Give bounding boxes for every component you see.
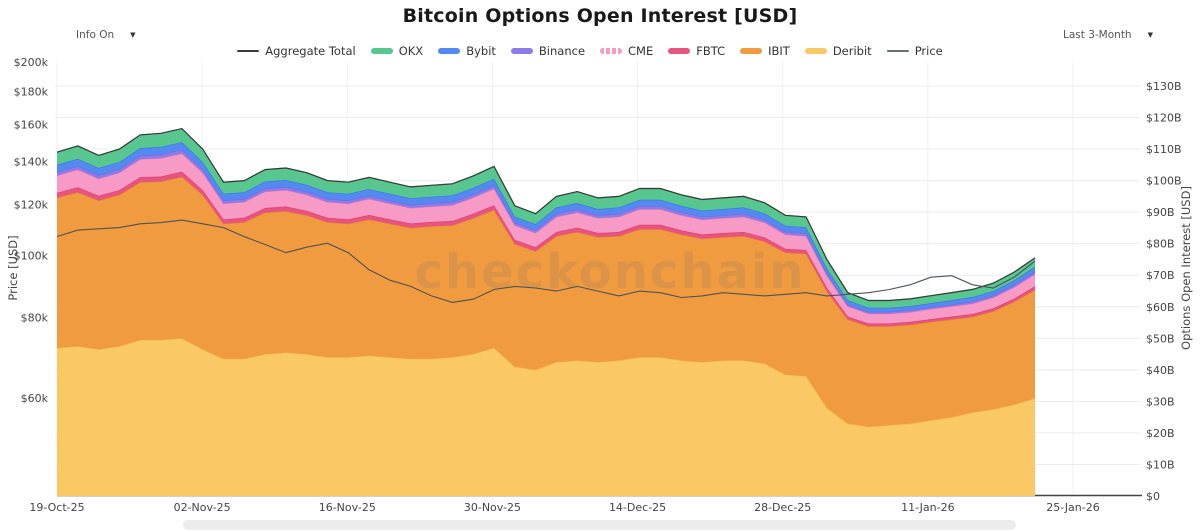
legend-item-okx[interactable]: OKX bbox=[370, 44, 424, 58]
right-axis-tick: $50B bbox=[1146, 332, 1175, 345]
legend-item-label: Bybit bbox=[466, 44, 496, 58]
legend-swatch-icon bbox=[370, 48, 393, 54]
left-axis-tick: $140k bbox=[14, 156, 49, 169]
timeframe-dropdown-label: Last 3-Month bbox=[1063, 29, 1132, 41]
left-axis-tick: $60k bbox=[21, 392, 49, 405]
area-cme bbox=[57, 153, 1035, 324]
left-axis-tick: $80k bbox=[21, 312, 49, 325]
left-axis-tick: $120k bbox=[14, 199, 49, 212]
legend-item-deribit[interactable]: Deribit bbox=[804, 44, 872, 58]
chart-legend: Aggregate Total OKX Bybit Binance CME FBTC IBI… bbox=[40, 44, 1140, 58]
area-fbtc bbox=[57, 171, 1035, 327]
legend-item-bybit[interactable]: Bybit bbox=[438, 44, 496, 58]
right-axis-tick: $100B bbox=[1146, 175, 1182, 188]
right-axis-tick: $0 bbox=[1146, 490, 1160, 503]
legend-swatch-icon bbox=[438, 48, 461, 54]
info-dropdown[interactable]: Info On ▼ bbox=[76, 29, 136, 41]
left-axis-tick: $160k bbox=[14, 118, 49, 131]
horizontal-scrollbar[interactable] bbox=[183, 520, 1016, 530]
right-axis-tick: $80B bbox=[1146, 238, 1175, 251]
right-axis-tick: $110B bbox=[1146, 143, 1182, 156]
area-ibit bbox=[57, 176, 1035, 427]
legend-item-label: OKX bbox=[398, 44, 424, 58]
left-axis-title: Price [USD] bbox=[6, 235, 20, 301]
timeframe-dropdown[interactable]: Last 3-Month ▼ bbox=[1063, 29, 1153, 41]
right-axis-tick: $60B bbox=[1146, 301, 1175, 314]
legend-item-label: FBTC bbox=[696, 44, 726, 58]
right-axis-tick: $30B bbox=[1146, 395, 1175, 408]
area-okx bbox=[57, 128, 1035, 308]
legend-swatch-icon bbox=[510, 48, 533, 54]
right-axis-tick: $10B bbox=[1146, 458, 1175, 471]
x-axis-tick: 16-Nov-25 bbox=[319, 501, 376, 514]
legend-swatch-icon bbox=[740, 48, 763, 54]
legend-item-aggregate-total[interactable]: Aggregate Total bbox=[237, 44, 356, 58]
right-axis-tick: $20B bbox=[1146, 427, 1175, 440]
legend-swatch-icon bbox=[237, 50, 260, 52]
legend-swatch-icon bbox=[668, 48, 691, 54]
legend-item-label: Aggregate Total bbox=[265, 44, 356, 58]
right-axis-title: Options Open Interest [USD] bbox=[1179, 186, 1193, 350]
left-axis-tick: $200k bbox=[14, 56, 49, 69]
watermark: checkonchain bbox=[414, 244, 805, 300]
legend-item-label: Deribit bbox=[832, 44, 872, 58]
legend-item-fbtc[interactable]: FBTC bbox=[668, 44, 725, 58]
legend-item-label: IBIT bbox=[768, 44, 790, 58]
legend-item-label: CME bbox=[628, 44, 654, 58]
legend-item-label: Binance bbox=[538, 44, 586, 58]
x-axis-tick: 14-Dec-25 bbox=[609, 501, 666, 514]
x-axis-tick: 25-Jan-26 bbox=[1046, 501, 1100, 514]
caret-down-icon: ▼ bbox=[130, 31, 136, 39]
x-axis-tick: 28-Dec-25 bbox=[754, 501, 811, 514]
legend-swatch-icon bbox=[600, 48, 623, 54]
caret-down-icon: ▼ bbox=[1147, 31, 1153, 39]
right-axis-tick: $120B bbox=[1146, 112, 1182, 125]
right-axis-tick: $40B bbox=[1146, 364, 1175, 377]
right-axis-tick: $130B bbox=[1146, 80, 1182, 93]
legend-swatch-icon bbox=[804, 48, 827, 54]
page-title: Bitcoin Options Open Interest [USD] bbox=[402, 5, 798, 27]
x-axis-tick: 11-Jan-26 bbox=[901, 501, 955, 514]
area-bybit bbox=[57, 142, 1035, 312]
right-axis-tick: $70B bbox=[1146, 269, 1175, 282]
price-line bbox=[56, 219, 1036, 303]
legend-swatch-icon bbox=[886, 50, 909, 52]
legend-item-cme[interactable]: CME bbox=[600, 44, 653, 58]
aggregate-total-line bbox=[56, 127, 1036, 302]
info-dropdown-label: Info On bbox=[76, 29, 115, 41]
left-axis-tick: $180k bbox=[14, 85, 49, 98]
legend-item-binance[interactable]: Binance bbox=[510, 44, 586, 58]
x-axis-tick: 02-Nov-25 bbox=[174, 501, 231, 514]
legend-item-label: Price bbox=[914, 44, 943, 58]
left-axis-tick: $100k bbox=[14, 249, 49, 262]
legend-item-ibit[interactable]: IBIT bbox=[740, 44, 790, 58]
legend-item-price[interactable]: Price bbox=[886, 44, 943, 58]
area-deribit bbox=[57, 338, 1035, 496]
x-axis-tick: 19-Oct-25 bbox=[29, 501, 84, 514]
x-axis-tick: 30-Nov-25 bbox=[464, 501, 521, 514]
right-axis-tick: $90B bbox=[1146, 206, 1175, 219]
